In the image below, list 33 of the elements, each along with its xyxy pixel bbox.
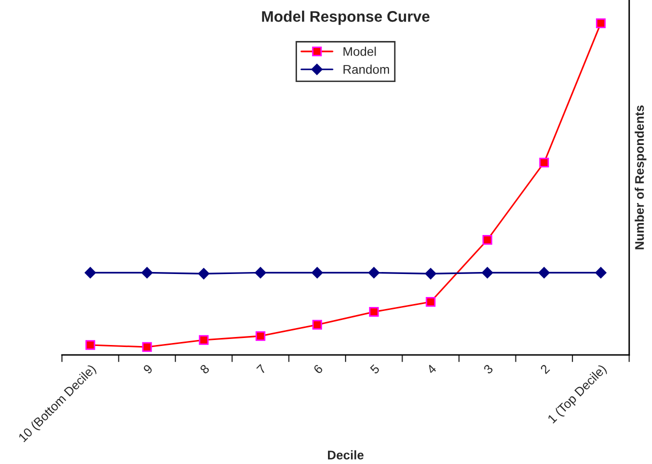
point [142, 342, 152, 352]
point [369, 306, 379, 317]
point [141, 267, 153, 278]
point [368, 267, 380, 278]
point [539, 158, 549, 168]
point [198, 335, 209, 345]
point [482, 234, 492, 245]
point [84, 267, 96, 278]
x-tick-label: 5 [370, 364, 380, 374]
point [256, 331, 266, 341]
point [254, 267, 266, 278]
point [85, 340, 96, 350]
x-tick-label: 9 [142, 364, 154, 374]
y-axis-title: Number of Respondents [634, 105, 646, 250]
point [482, 267, 493, 278]
point [595, 267, 606, 278]
point [312, 320, 322, 330]
point [198, 268, 210, 280]
x-tick-label: 6 [312, 364, 324, 374]
point [425, 268, 436, 280]
x-axis-title: Decile [328, 450, 364, 460]
legend-label: Random [344, 64, 389, 74]
x-tick-label: 8 [199, 364, 210, 374]
x-tick-label: 4 [426, 364, 437, 374]
point [312, 267, 323, 278]
x-tick-label: 7 [256, 364, 266, 374]
chart-title: Model Response Curve [262, 10, 430, 25]
point [538, 267, 550, 278]
legend-label: Model [344, 46, 376, 56]
x-tick-label: 2 [540, 364, 550, 374]
point [426, 297, 436, 307]
x-tick-label: 3 [483, 364, 494, 374]
point [596, 18, 606, 28]
